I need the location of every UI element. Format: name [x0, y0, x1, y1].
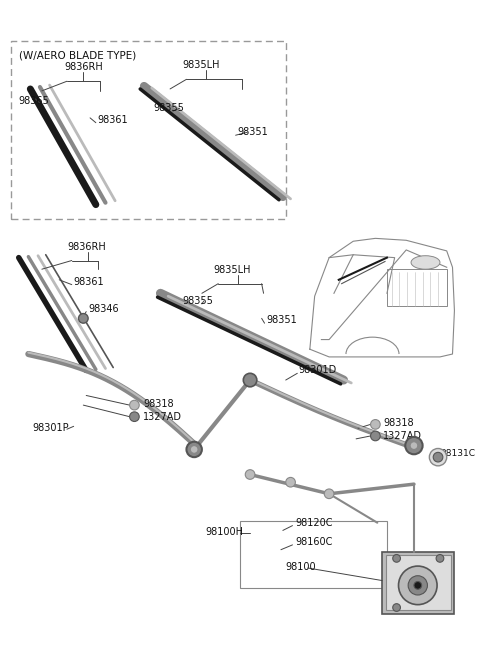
Text: 98160C: 98160C	[295, 537, 333, 547]
Text: 98346: 98346	[88, 304, 119, 314]
Text: 98365: 98365	[19, 96, 49, 106]
Circle shape	[393, 604, 400, 611]
Text: 98100: 98100	[286, 562, 316, 572]
Text: 1327AD: 1327AD	[143, 412, 182, 422]
Circle shape	[243, 373, 257, 387]
Circle shape	[190, 445, 198, 453]
Text: 98318: 98318	[383, 419, 414, 428]
Text: 9836RH: 9836RH	[67, 242, 106, 252]
Circle shape	[398, 566, 437, 605]
Text: 98100H: 98100H	[206, 527, 244, 537]
Circle shape	[371, 420, 380, 429]
Circle shape	[324, 489, 334, 499]
Circle shape	[130, 412, 139, 422]
Bar	[382, 552, 455, 614]
Circle shape	[371, 431, 380, 441]
Circle shape	[430, 449, 447, 466]
Text: 98131C: 98131C	[440, 449, 475, 458]
Circle shape	[414, 581, 421, 589]
Text: 98355: 98355	[154, 103, 185, 113]
Text: 98351: 98351	[238, 127, 268, 137]
Circle shape	[405, 437, 422, 454]
Text: 1327AD: 1327AD	[383, 431, 422, 441]
Text: 9835LH: 9835LH	[214, 265, 251, 275]
Text: (W/AERO BLADE TYPE): (W/AERO BLADE TYPE)	[19, 51, 136, 60]
Circle shape	[433, 453, 443, 462]
Circle shape	[130, 400, 139, 410]
Circle shape	[393, 554, 400, 562]
Ellipse shape	[411, 256, 440, 269]
Bar	[240, 521, 387, 588]
Circle shape	[436, 554, 444, 562]
Text: 98351: 98351	[266, 316, 297, 325]
Text: 9835LH: 9835LH	[182, 60, 220, 70]
Bar	[11, 41, 286, 219]
Circle shape	[79, 314, 88, 323]
Text: 98301P: 98301P	[32, 423, 69, 433]
Circle shape	[286, 478, 295, 487]
Bar	[386, 556, 451, 611]
Text: 98120C: 98120C	[295, 518, 333, 527]
Text: 98361: 98361	[74, 277, 104, 287]
Circle shape	[186, 441, 202, 457]
Text: 98361: 98361	[98, 115, 129, 125]
Circle shape	[245, 470, 255, 480]
Bar	[387, 269, 447, 306]
Circle shape	[410, 441, 418, 449]
Text: 98355: 98355	[182, 296, 214, 306]
Text: 98318: 98318	[143, 399, 174, 409]
Text: 9836RH: 9836RH	[64, 62, 103, 72]
Circle shape	[408, 576, 427, 595]
Text: 98301D: 98301D	[298, 365, 336, 375]
